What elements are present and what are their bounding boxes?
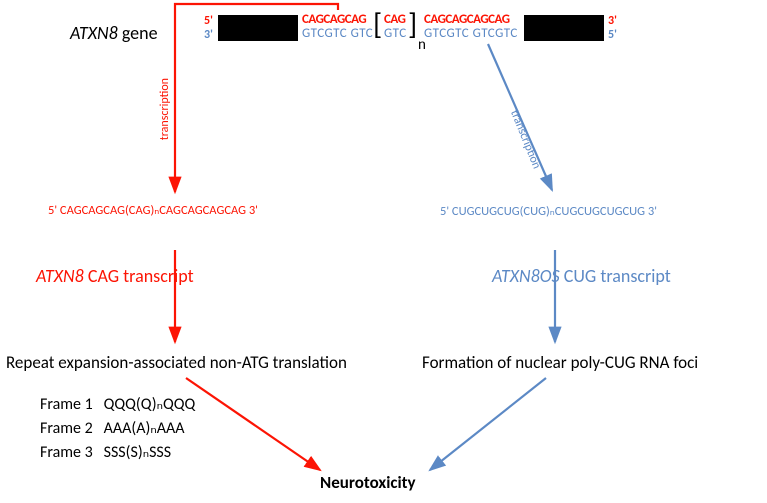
left-outcome: Repeat expansion-associated non-ATG tran…: [6, 352, 347, 373]
right-outcome: Formation of nuclear poly-CUG RNA foci: [422, 352, 698, 373]
right-transcript-prefix: ATXN8OS: [492, 265, 560, 287]
right-sequence: 5' CUGCUGCUG(CUG)ₙCUGCUGCUGCUG 3': [440, 203, 657, 219]
frame-3: Frame 3 SSS(S)ₙSSS: [40, 442, 171, 462]
neurotoxicity: Neurotoxicity: [320, 472, 416, 493]
right-transcript-label: ATXN8OS CUG transcript: [492, 265, 671, 287]
left-transcript-suffix: CAG transcript: [84, 265, 194, 287]
left-transcript-prefix: ATXN8: [36, 265, 84, 287]
left-transcript-label: ATXN8 CAG transcript: [36, 265, 194, 287]
frame-2: Frame 2 AAA(A)ₙAAA: [40, 418, 184, 438]
right-transcript-suffix: CUG transcript: [560, 265, 671, 287]
frame-1: Frame 1 QQQ(Q)ₙQQQ: [40, 394, 195, 414]
left-sequence: 5' CAGCAGCAG(CAG)ₙCAGCAGCAGCAG 3': [48, 202, 258, 218]
transcription-left: transcription: [158, 78, 172, 140]
